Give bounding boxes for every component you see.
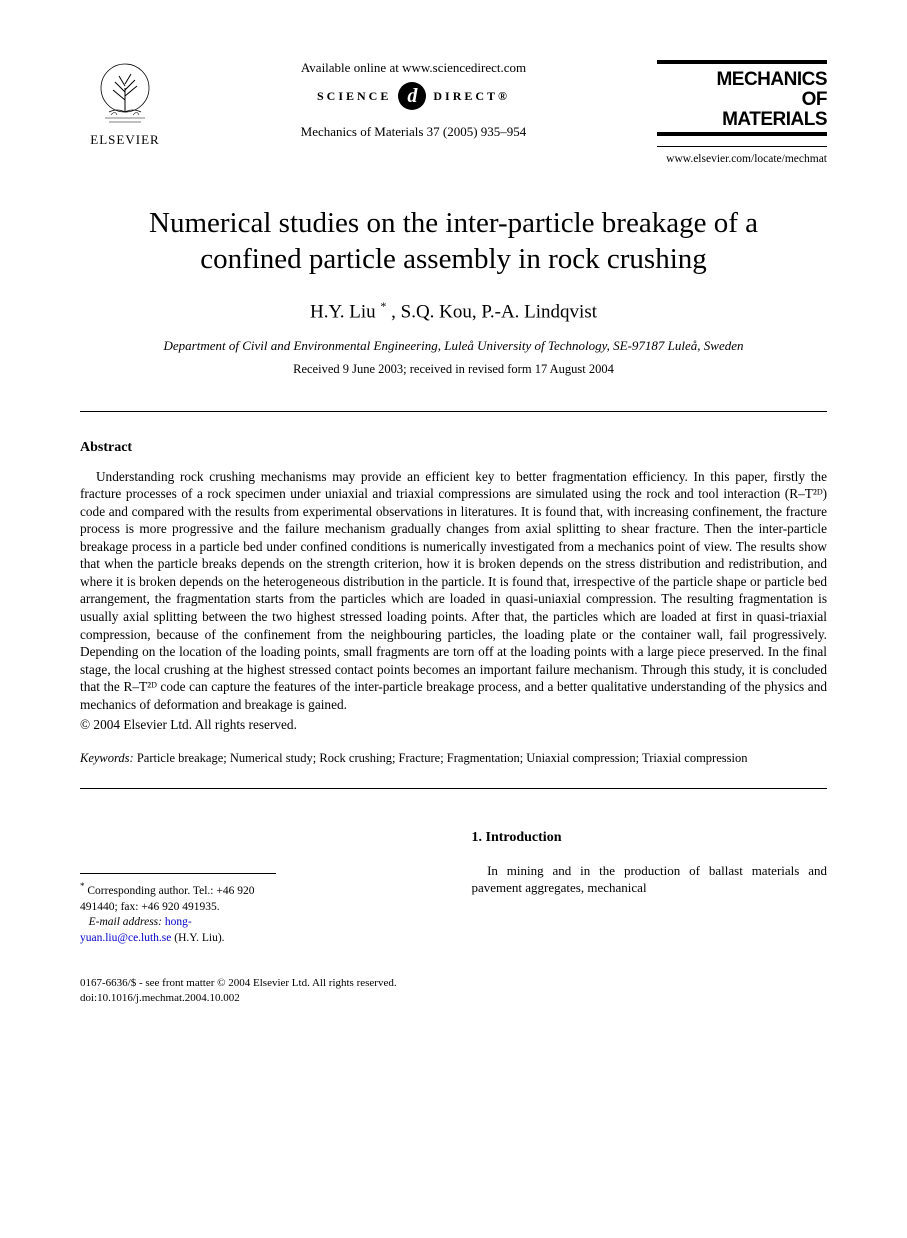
footer-doi: doi:10.1016/j.mechmat.2004.10.002 [80,991,827,1006]
available-online-text: Available online at www.sciencedirect.co… [180,60,647,76]
affiliation: Department of Civil and Environmental En… [80,338,827,354]
sd-text-left: SCIENCE [317,89,391,104]
two-column-area: * Corresponding author. Tel.: +46 920 49… [80,829,827,946]
publisher-logo-block: ELSEVIER [80,60,170,148]
authors-rest: , S.Q. Kou, P.-A. Lindqvist [391,302,597,323]
email-label: E-mail address: [89,916,162,928]
abstract-body: Understanding rock crushing mechanisms m… [80,468,827,714]
rule-top [80,411,827,412]
intro-paragraph: In mining and in the production of balla… [472,862,828,896]
abstract-copyright: © 2004 Elsevier Ltd. All rights reserved… [80,717,827,733]
journal-reference: Mechanics of Materials 37 (2005) 935–954 [180,124,647,140]
journal-name-line3: MATERIALS [657,110,827,130]
article-dates: Received 9 June 2003; received in revise… [80,362,827,377]
footnote-corr: Corresponding author. Tel.: +46 920 4914… [80,885,254,913]
sciencedirect-logo: SCIENCE d DIRECT® [180,82,647,110]
keywords-text: Particle breakage; Numerical study; Rock… [134,751,748,765]
authors: H.Y. Liu * , S.Q. Kou, P.-A. Lindqvist [80,299,827,323]
journal-title-box: MECHANICS OF MATERIALS [657,60,827,147]
footer-line1: 0167-6636/$ - see front matter © 2004 El… [80,976,827,991]
keywords-label: Keywords: [80,751,134,765]
journal-name-line2: OF [657,90,827,110]
left-column: * Corresponding author. Tel.: +46 920 49… [80,829,436,946]
sd-text-right: DIRECT® [433,89,510,104]
article-title: Numerical studies on the inter-particle … [110,205,797,278]
page-footer: 0167-6636/$ - see front matter © 2004 El… [80,976,827,1006]
header-center: Available online at www.sciencedirect.co… [170,60,657,140]
abstract-heading: Abstract [80,440,827,456]
corresponding-star: * [380,299,386,313]
intro-heading: 1. Introduction [472,829,828,847]
header-right: MECHANICS OF MATERIALS www.elsevier.com/… [657,60,827,165]
rule-bottom [80,788,827,789]
publisher-name: ELSEVIER [90,132,159,148]
author-1: H.Y. Liu [310,302,376,323]
journal-name-line1: MECHANICS [657,70,827,90]
sd-d-icon: d [398,82,426,110]
corresponding-footnote: * Corresponding author. Tel.: +46 920 49… [80,880,276,915]
elsevier-tree-icon [95,60,155,130]
email-footnote: E-mail address: hong-yuan.liu@ce.luth.se… [80,915,276,946]
keywords: Keywords: Particle breakage; Numerical s… [80,751,827,766]
email-after: (H.Y. Liu). [171,932,224,944]
page: ELSEVIER Available online at www.science… [0,0,907,1238]
journal-url: www.elsevier.com/locate/mechmat [657,153,827,165]
header: ELSEVIER Available online at www.science… [80,60,827,165]
right-column: 1. Introduction In mining and in the pro… [472,829,828,946]
footnote-star-icon: * [80,881,85,891]
